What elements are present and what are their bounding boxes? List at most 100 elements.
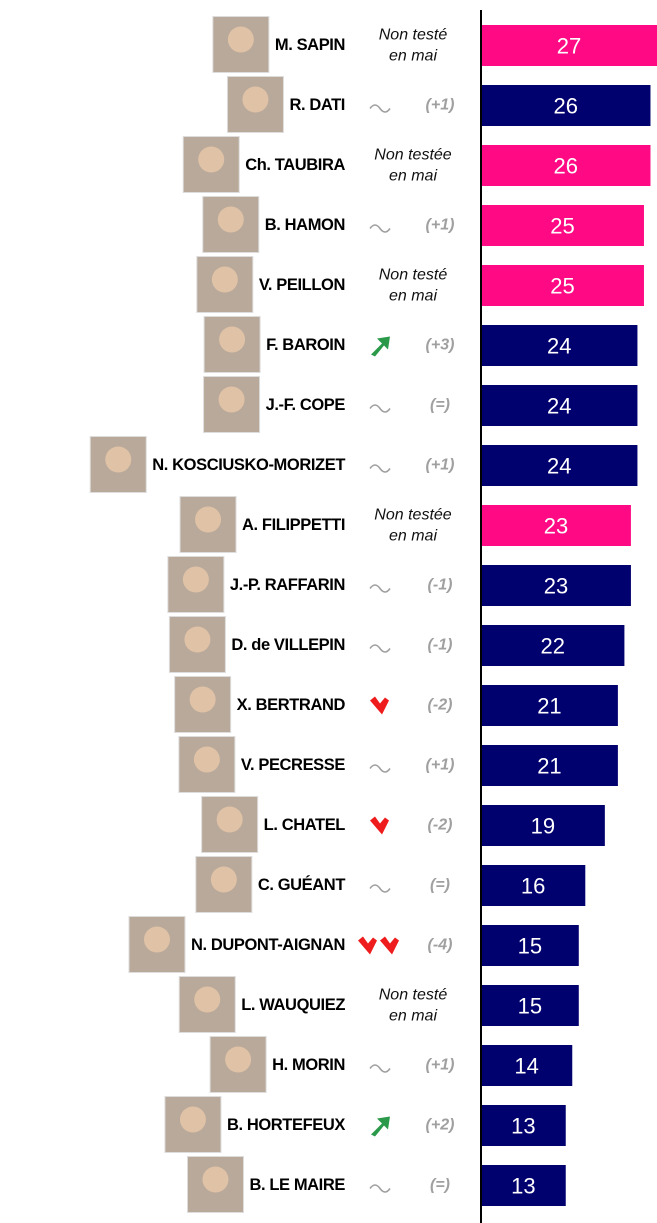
name-label: X. BERTRAND — [237, 696, 346, 714]
chart: M. SAPIN Non testé en mai 27 R. DATI (+1) 26 Ch… — [0, 0, 657, 1223]
name-label: V. PECRESSE — [241, 756, 346, 774]
portrait-face — [144, 927, 170, 953]
name-label: F. BAROIN — [266, 336, 345, 354]
trend-icon — [370, 817, 389, 835]
trend-icon — [371, 337, 390, 357]
name-label: B. HAMON — [265, 216, 345, 234]
note-text: Non testé — [379, 267, 448, 284]
trend-icon — [380, 937, 399, 955]
name-label: J.-F. COPE — [266, 396, 346, 414]
value-label: 21 — [537, 753, 561, 778]
note-text: en mai — [389, 168, 437, 185]
value-label: 24 — [547, 333, 571, 358]
name-label: D. de VILLEPIN — [231, 636, 345, 654]
value-label: 13 — [511, 1173, 535, 1198]
name-label: N. KOSCIUSKO-MORIZET — [152, 456, 345, 474]
value-label: 21 — [537, 693, 561, 718]
note-text: en mai — [389, 1008, 437, 1025]
portrait-face — [194, 987, 220, 1013]
value-label: 25 — [550, 273, 574, 298]
portrait-face — [225, 1047, 251, 1073]
note-text: Non testée — [374, 507, 451, 524]
note-text: en mai — [389, 48, 437, 65]
name-label: V. PEILLON — [259, 276, 345, 294]
change-label: (-1) — [428, 577, 453, 594]
trend-icon — [370, 1065, 390, 1072]
note-text: Non testé — [379, 987, 448, 1004]
change-label: (=) — [430, 1177, 450, 1194]
note-text: Non testé — [379, 27, 448, 44]
value-label: 23 — [544, 573, 568, 598]
name-label: R. DATI — [289, 96, 345, 114]
change-label: (+1) — [426, 457, 455, 474]
portrait-face — [217, 807, 243, 833]
name-label: N. DUPONT-AIGNAN — [191, 936, 345, 954]
name-label: L. CHATEL — [264, 816, 346, 834]
trend-icon — [370, 885, 390, 892]
name-label: H. MORIN — [272, 1056, 345, 1074]
value-label: 16 — [521, 873, 545, 898]
portrait-face — [180, 1107, 206, 1133]
value-label: 26 — [553, 153, 577, 178]
name-label: A. FILIPPETTI — [242, 516, 345, 534]
change-label: (+3) — [426, 337, 455, 354]
trend-icon — [370, 585, 390, 592]
value-label: 24 — [547, 393, 571, 418]
note-text: Non testée — [374, 147, 451, 164]
change-label: (+1) — [426, 1057, 455, 1074]
change-label: (-1) — [428, 637, 453, 654]
portrait-face — [202, 1167, 228, 1193]
portrait-face — [190, 687, 216, 713]
value-label: 22 — [540, 633, 564, 658]
portrait-face — [211, 867, 237, 893]
note-text: en mai — [389, 528, 437, 545]
trend-icon — [370, 1185, 390, 1192]
value-label: 15 — [518, 933, 542, 958]
name-label: M. SAPIN — [275, 36, 345, 54]
trend-icon — [358, 937, 377, 955]
note-text: en mai — [389, 288, 437, 305]
portrait-face — [194, 747, 220, 773]
page: M. SAPIN Non testé en mai 27 R. DATI (+1) 26 Ch… — [0, 0, 657, 1223]
change-label: (-2) — [428, 697, 453, 714]
value-label: 19 — [531, 813, 555, 838]
trend-icon — [370, 405, 390, 412]
portrait-face — [183, 567, 209, 593]
name-label: Ch. TAUBIRA — [245, 156, 345, 174]
value-label: 24 — [547, 453, 571, 478]
change-label: (+1) — [426, 757, 455, 774]
trend-icon — [370, 645, 390, 652]
name-label: J.-P. RAFFARIN — [230, 576, 345, 594]
trend-icon — [370, 765, 390, 772]
name-label: L. WAUQUIEZ — [241, 996, 345, 1014]
value-label: 23 — [544, 513, 568, 538]
portrait-face — [195, 507, 221, 533]
trend-icon — [370, 225, 390, 232]
portrait-face — [228, 27, 254, 53]
value-label: 26 — [553, 93, 577, 118]
portrait-face — [242, 87, 268, 113]
trend-icon — [370, 465, 390, 472]
value-label: 15 — [518, 993, 542, 1018]
portrait-face — [105, 447, 131, 473]
change-label: (=) — [430, 397, 450, 414]
portrait-face — [219, 387, 245, 413]
portrait-face — [218, 207, 244, 233]
trend-icon — [370, 697, 389, 715]
portrait-face — [212, 267, 238, 293]
name-label: B. LE MAIRE — [249, 1176, 345, 1194]
name-label: C. GUÉANT — [258, 875, 345, 894]
change-label: (-4) — [428, 937, 453, 954]
value-label: 27 — [557, 33, 581, 58]
value-label: 25 — [550, 213, 574, 238]
portrait-face — [184, 627, 210, 653]
change-label: (+1) — [426, 97, 455, 114]
value-label: 13 — [511, 1113, 535, 1138]
change-label: (+2) — [426, 1117, 455, 1134]
change-label: (+1) — [426, 217, 455, 234]
portrait-face — [198, 147, 224, 173]
value-label: 14 — [514, 1053, 538, 1078]
change-label: (-2) — [428, 817, 453, 834]
trend-icon — [371, 1117, 390, 1137]
name-label: B. HORTEFEUX — [227, 1116, 345, 1134]
